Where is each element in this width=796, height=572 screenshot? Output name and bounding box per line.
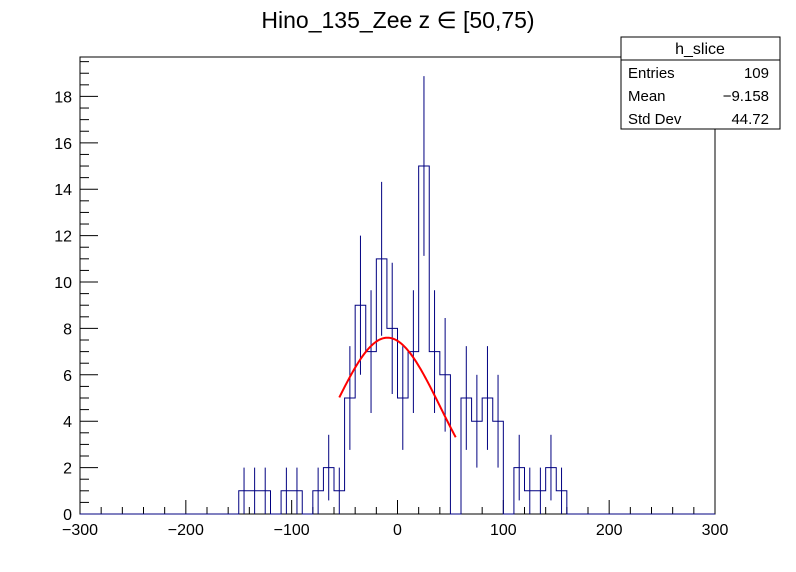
x-tick-label: −200 — [168, 522, 204, 539]
stats-box: h_slice Entries 109 Mean −9.158 Std Dev 44.72 — [620, 36, 781, 130]
x-tick-label: 100 — [490, 522, 517, 539]
x-tick-label: 300 — [702, 522, 729, 539]
y-tick-label: 14 — [54, 182, 72, 199]
y-tick-label: 0 — [63, 507, 72, 524]
stats-row-value: 109 — [744, 65, 769, 82]
y-tick-label: 4 — [63, 414, 72, 431]
x-tick-label: 200 — [596, 522, 623, 539]
stats-row-label: Std Dev — [628, 111, 682, 128]
stats-box-rows: Entries 109 Mean −9.158 Std Dev 44.72 — [628, 65, 769, 128]
stats-row-value: −9.158 — [723, 88, 769, 105]
x-axis: −300 −200 −100 0 100 200 300 — [62, 500, 728, 539]
x-tick-label: −300 — [62, 522, 98, 539]
y-axis: 0 2 4 6 8 10 12 14 16 18 — [54, 61, 98, 524]
histogram-series — [80, 76, 715, 515]
plot-frame — [79, 56, 716, 515]
y-tick-label: 10 — [54, 275, 72, 292]
stats-box-title: h_slice — [675, 41, 725, 58]
y-tick-label: 8 — [63, 321, 72, 338]
x-tick-label: −100 — [274, 522, 310, 539]
stats-row-label: Mean — [628, 88, 666, 105]
y-tick-label: 18 — [54, 89, 72, 106]
x-tick-label: 0 — [393, 522, 402, 539]
stats-row-label: Entries — [628, 65, 675, 82]
y-tick-label: 12 — [54, 229, 72, 246]
stats-box-frame — [620, 36, 781, 130]
y-tick-label: 16 — [54, 136, 72, 153]
y-tick-label: 2 — [63, 461, 72, 478]
histogram-outline — [80, 165, 715, 515]
gaussian-fit-curve — [338, 336, 457, 438]
stats-row-value: 44.72 — [731, 111, 769, 128]
gaussian-fit-series — [338, 336, 457, 438]
chart-title: Hino_135_Zee z ∈ [50,75) — [261, 7, 534, 33]
y-tick-label: 6 — [63, 368, 72, 385]
